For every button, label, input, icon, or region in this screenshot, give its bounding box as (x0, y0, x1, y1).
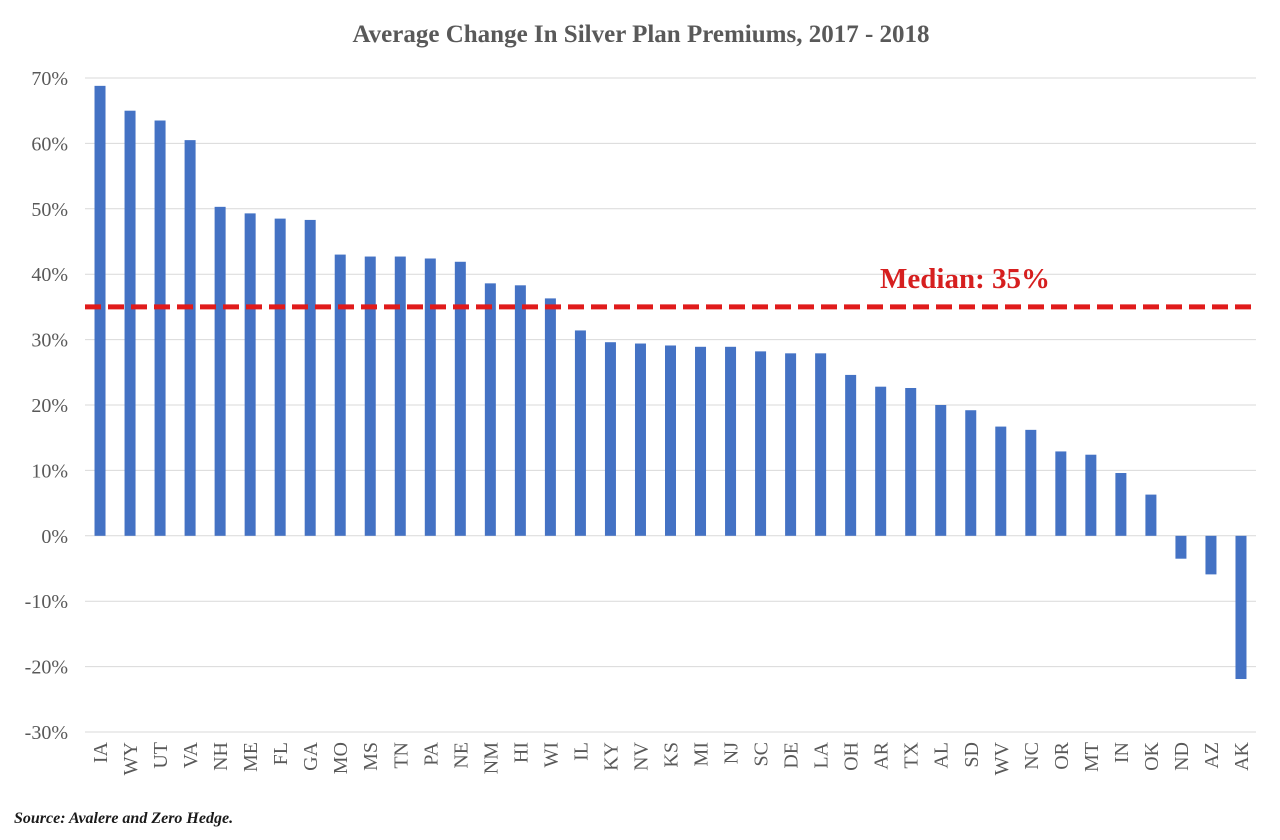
x-tick-label: VA (180, 741, 202, 768)
x-tick-label: TX (901, 741, 923, 768)
x-tick-label: OH (841, 742, 863, 771)
bar-nh (214, 206, 226, 536)
bar-ky (604, 342, 616, 536)
y-tick-label: 60% (31, 133, 68, 155)
y-tick-label: 30% (31, 330, 68, 352)
y-tick-label: 20% (31, 395, 68, 417)
x-tick-label: NE (450, 742, 472, 769)
x-tick-label: WV (991, 741, 1013, 775)
bar-ak (1235, 535, 1247, 680)
y-axis-ticks: 70% 60% 50% 40% 30% 20% 10% 0% -10% -20% -30% (25, 68, 68, 744)
x-tick-label: MO (330, 742, 352, 774)
bar-fl (274, 218, 286, 536)
bar-tn (394, 256, 406, 536)
x-tick-label: SC (751, 742, 773, 766)
x-tick-label: NJ (721, 742, 743, 764)
y-tick-label: 10% (31, 460, 68, 482)
bar-sc (755, 351, 767, 536)
x-tick-label: AL (931, 742, 953, 769)
bar-nv (634, 343, 646, 536)
x-axis-ticks: IA WY UT VA NH ME FL GA MO MS TN PA NE NM HI WI IL KY NV KS… (90, 741, 1253, 775)
y-tick-label: 0% (41, 526, 68, 548)
x-tick-label: MS (360, 742, 382, 771)
bar-mo (334, 254, 346, 536)
x-tick-label: UT (150, 742, 172, 769)
bar-ok (1145, 494, 1157, 536)
x-tick-label: ND (1171, 742, 1193, 771)
x-tick-label: WY (120, 742, 142, 775)
bar-pa (424, 258, 436, 536)
x-tick-label: GA (300, 741, 322, 770)
chart-title: Average Change In Silver Plan Premiums, … (352, 21, 929, 48)
bar-az (1205, 535, 1217, 575)
bar-hi (514, 285, 526, 536)
bar-il (574, 330, 586, 536)
bar-de (785, 353, 797, 536)
x-tick-label: OR (1051, 741, 1073, 769)
bar-mi (695, 346, 707, 536)
bar-nc (1025, 429, 1037, 536)
x-tick-label: DE (781, 742, 803, 769)
bar-in (1115, 473, 1127, 536)
bar-ms (364, 256, 376, 536)
x-tick-label: ME (240, 742, 262, 772)
x-tick-label: TN (390, 742, 412, 769)
bar-wi (544, 298, 556, 536)
y-tick-label: -10% (25, 591, 68, 613)
bar-wv (995, 426, 1007, 536)
x-tick-label: MT (1081, 742, 1103, 772)
x-tick-label: NC (1021, 742, 1043, 770)
y-tick-label: 40% (31, 264, 68, 286)
source-note: Source: Avalere and Zero Hedge. (14, 810, 233, 827)
bar-ia (94, 85, 106, 536)
bar-sd (965, 410, 977, 536)
x-tick-label: MI (691, 742, 713, 766)
bar-ga (304, 219, 316, 536)
bar-ne (454, 261, 466, 536)
bar-wy (124, 110, 136, 536)
y-tick-label: -30% (25, 722, 68, 744)
bar-al (935, 405, 947, 536)
x-tick-label: IN (1111, 742, 1133, 763)
y-tick-label: -20% (25, 657, 68, 679)
y-tick-label: 70% (31, 68, 68, 90)
x-tick-label: IA (90, 741, 112, 763)
bar-ar (875, 386, 887, 536)
bar-ut (154, 120, 166, 536)
x-tick-label: NH (210, 742, 232, 771)
x-tick-label: HI (510, 742, 532, 763)
x-tick-label: WI (540, 742, 562, 768)
y-tick-label: 50% (31, 199, 68, 221)
x-tick-label: PA (420, 741, 442, 765)
bar-nm (484, 283, 496, 536)
bar-ks (665, 345, 676, 536)
x-tick-label: AK (1231, 741, 1253, 770)
bars (94, 85, 1247, 680)
bar-tx (905, 387, 917, 536)
bar-nj (725, 346, 737, 536)
median-label: Median: 35% (880, 263, 1050, 295)
bar-oh (845, 374, 857, 536)
x-tick-label: FL (270, 742, 292, 765)
x-tick-label: AZ (1201, 742, 1223, 769)
bar-la (815, 353, 827, 536)
x-tick-label: KS (661, 742, 683, 768)
x-tick-label: NV (630, 741, 652, 770)
bar-me (244, 213, 256, 536)
x-tick-label: OK (1141, 741, 1163, 770)
x-tick-label: SD (961, 742, 983, 768)
x-tick-label: IL (570, 742, 592, 761)
x-tick-label: AR (871, 741, 893, 769)
x-tick-label: NM (480, 742, 502, 774)
bar-va (184, 140, 196, 536)
x-tick-label: LA (811, 741, 833, 768)
bar-mt (1085, 454, 1097, 536)
x-tick-label: KY (600, 742, 622, 771)
bar-or (1055, 451, 1067, 536)
bar-nd (1175, 535, 1187, 559)
